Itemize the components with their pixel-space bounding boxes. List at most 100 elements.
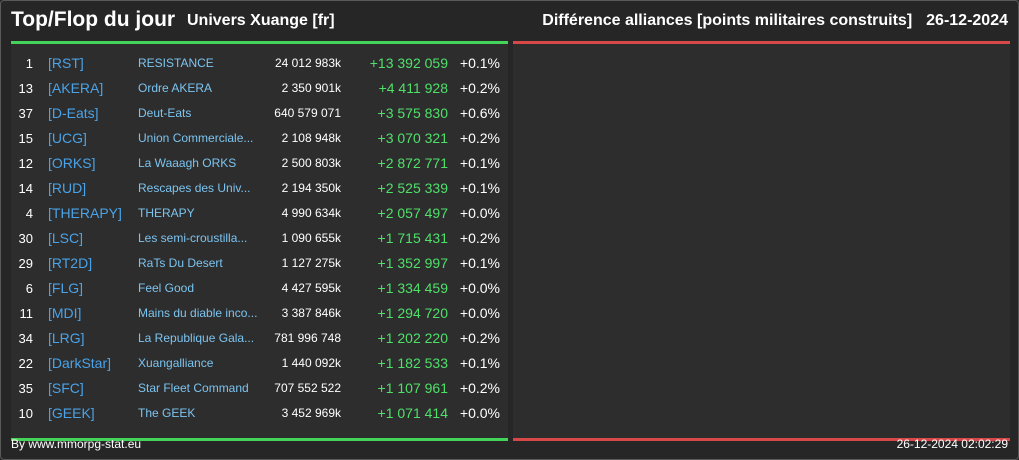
alliance-name-link[interactable]: Union Commerciale... xyxy=(138,131,254,145)
header-right: Différence alliances [points militaires … xyxy=(542,12,1008,30)
alliance-name-link[interactable]: Mains du diable inco... xyxy=(138,306,258,320)
alliance-difference: +1 202 220 xyxy=(377,330,448,346)
alliance-name-link[interactable]: RESISTANCE xyxy=(138,56,214,70)
alliance-name-link[interactable]: THERAPY xyxy=(138,206,195,220)
alliance-rank: 1 xyxy=(25,56,33,71)
alliance-points: 3 452 969k xyxy=(281,406,341,420)
alliance-row[interactable]: 10 [GEEK] The GEEK 3 452 969k +1 071 414 +0.0… xyxy=(11,401,508,426)
alliance-percent: +0.2% xyxy=(459,330,500,346)
alliance-percent: +0.0% xyxy=(459,205,500,221)
alliance-tag-link[interactable]: [GEEK] xyxy=(48,405,95,421)
alliance-tag-link[interactable]: [RUD] xyxy=(48,180,87,196)
alliance-name-link[interactable]: Rescapes des Univ... xyxy=(138,181,251,195)
alliance-difference: +2 525 339 xyxy=(377,180,448,196)
alliance-rank: 13 xyxy=(18,81,33,96)
alliance-row[interactable]: 14 [RUD] Rescapes des Univ... 2 194 350k +2 … xyxy=(11,176,508,201)
alliance-tag-link[interactable]: [DarkStar] xyxy=(48,355,112,371)
alliance-difference: +1 352 997 xyxy=(377,255,448,271)
alliance-name-link[interactable]: La Republique Gala... xyxy=(138,331,255,345)
alliance-tag-link[interactable]: [D-Eats] xyxy=(48,105,99,121)
alliance-row[interactable]: 30 [LSC] Les semi-croustilla... 1 090 655k +… xyxy=(11,226,508,251)
alliance-rank: 14 xyxy=(18,181,33,196)
alliance-percent: +0.0% xyxy=(459,280,500,296)
alliance-points: 1 440 092k xyxy=(281,356,341,370)
alliance-row[interactable]: 6 [FLG] Feel Good 4 427 595k +1 334 459 +0.0% xyxy=(11,276,508,301)
alliance-name-link[interactable]: Les semi-croustilla... xyxy=(138,231,248,245)
page-title: Top/Flop du jour xyxy=(11,8,176,31)
alliance-row[interactable]: 29 [RT2D] RaTs Du Desert 1 127 275k +1 352 9… xyxy=(11,251,508,276)
alliance-points: 2 350 901k xyxy=(281,81,341,95)
alliance-points: 2 500 803k xyxy=(281,156,341,170)
footer-timestamp: 26-12-2024 02:02:29 xyxy=(896,437,1008,451)
alliance-difference: +4 411 928 xyxy=(378,80,448,96)
alliance-rank: 22 xyxy=(18,356,33,371)
alliance-name-link[interactable]: Ordre AKERA xyxy=(138,81,213,95)
alliance-difference: +1 071 414 xyxy=(377,405,448,421)
header: Top/Flop du jour Univers Xuange [fr] Dif… xyxy=(11,7,1008,37)
alliance-row[interactable]: 35 [SFC] Star Fleet Command 707 552 522 +1 1… xyxy=(11,376,508,401)
subject-label: Différence alliances [points militaires … xyxy=(542,12,913,29)
alliance-tag-link[interactable]: [LRG] xyxy=(48,330,85,346)
alliance-rank: 35 xyxy=(18,381,33,396)
alliance-tag-link[interactable]: [MDI] xyxy=(48,305,82,321)
alliance-rank: 6 xyxy=(25,281,33,296)
alliance-points: 640 579 071 xyxy=(274,106,341,120)
alliance-row[interactable]: 34 [LRG] La Republique Gala... 781 996 748 +… xyxy=(11,326,508,351)
alliance-name-link[interactable]: Xuangalliance xyxy=(138,356,214,370)
alliance-rank: 34 xyxy=(18,331,33,346)
alliance-row[interactable]: 12 [ORKS] La Waaagh ORKS 2 500 803k +2 872 7… xyxy=(11,151,508,176)
alliance-rank: 4 xyxy=(25,206,33,221)
footer-source[interactable]: By www.mmorpg-stat.eu xyxy=(11,437,142,451)
alliance-rank: 29 xyxy=(18,256,33,271)
alliance-name-link[interactable]: Feel Good xyxy=(138,281,195,295)
alliance-percent: +0.1% xyxy=(459,255,500,271)
alliance-points: 4 990 634k xyxy=(281,206,341,220)
alliance-row[interactable]: 11 [MDI] Mains du diable inco... 3 387 846k… xyxy=(11,301,508,326)
alliance-difference: +1 107 961 xyxy=(377,380,448,396)
alliance-name-link[interactable]: Deut-Eats xyxy=(138,106,192,120)
alliance-name-link[interactable]: Star Fleet Command xyxy=(138,381,249,395)
alliance-rank: 37 xyxy=(18,106,33,121)
alliance-percent: +0.1% xyxy=(459,55,500,71)
alliance-row[interactable]: 1 [RST] RESISTANCE 24 012 983k +13 392 059 +0… xyxy=(11,51,508,76)
alliance-row[interactable]: 22 [DarkStar] Xuangalliance 1 440 092k +1 18… xyxy=(11,351,508,376)
alliance-tag-link[interactable]: [SFC] xyxy=(48,380,84,396)
alliance-name-link[interactable]: La Waaagh ORKS xyxy=(138,156,237,170)
universe-label: Univers Xuange [fr] xyxy=(187,12,335,29)
alliance-percent: +0.2% xyxy=(459,230,500,246)
alliance-tag-link[interactable]: [LSC] xyxy=(48,230,84,246)
alliance-tag-link[interactable]: [THERAPY] xyxy=(48,205,122,221)
alliance-points: 1 090 655k xyxy=(281,231,341,245)
alliance-row[interactable]: 4 [THERAPY] THERAPY 4 990 634k +2 057 497 +0.… xyxy=(11,201,508,226)
alliance-name-link[interactable]: RaTs Du Desert xyxy=(138,256,223,270)
alliance-difference: +1 294 720 xyxy=(377,305,448,321)
alliance-tag-link[interactable]: [FLG] xyxy=(48,280,84,296)
alliance-percent: +0.6% xyxy=(459,105,500,121)
alliance-percent: +0.2% xyxy=(459,130,500,146)
alliance-percent: +0.0% xyxy=(459,405,500,421)
alliance-tag-link[interactable]: [AKERA] xyxy=(48,80,104,96)
alliance-difference: +2 872 771 xyxy=(377,155,448,171)
alliance-difference: +1 182 533 xyxy=(377,355,448,371)
alliance-percent: +0.1% xyxy=(459,155,500,171)
alliance-difference: +3 070 321 xyxy=(377,130,448,146)
alliance-name-link[interactable]: The GEEK xyxy=(138,406,196,420)
alliance-points: 2 194 350k xyxy=(281,181,341,195)
alliance-row[interactable]: 37 [D-Eats] Deut-Eats 640 579 071 +3 575 830… xyxy=(11,101,508,126)
alliance-difference: +1 334 459 xyxy=(377,280,448,296)
flop-panel xyxy=(513,41,1010,441)
alliance-points: 2 108 948k xyxy=(281,131,341,145)
alliance-points: 4 427 595k xyxy=(281,281,341,295)
alliance-points: 3 387 846k xyxy=(281,306,341,320)
alliance-row[interactable]: 13 [AKERA] Ordre AKERA 2 350 901k +4 411 928… xyxy=(11,76,508,101)
alliance-rank: 15 xyxy=(18,131,33,146)
alliance-rank: 10 xyxy=(18,406,33,421)
alliance-tag-link[interactable]: [RST] xyxy=(48,55,84,71)
alliance-tag-link[interactable]: [UCG] xyxy=(48,130,87,146)
header-date: 26-12-2024 xyxy=(926,12,1008,29)
alliance-row[interactable]: 15 [UCG] Union Commerciale... 2 108 948k +3 … xyxy=(11,126,508,151)
alliance-difference: +3 575 830 xyxy=(377,105,448,121)
alliance-tag-link[interactable]: [RT2D] xyxy=(48,255,93,271)
alliance-points: 707 552 522 xyxy=(274,381,341,395)
alliance-tag-link[interactable]: [ORKS] xyxy=(48,155,96,171)
